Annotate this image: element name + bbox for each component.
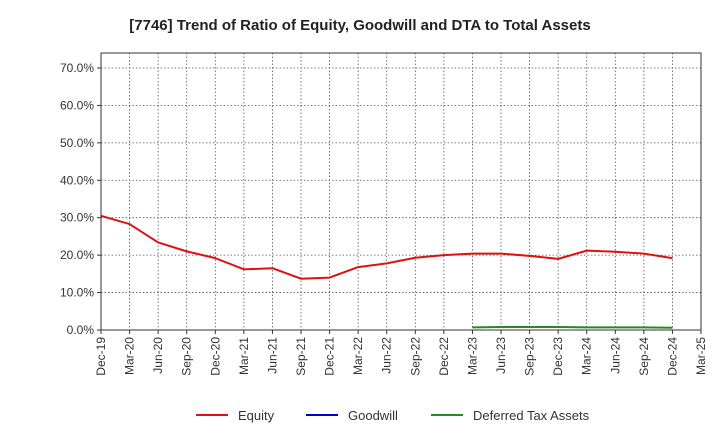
x-tick-label: Mar-21 <box>237 337 251 375</box>
x-tick-label: Jun-22 <box>380 337 394 374</box>
x-tick-label: Mar-22 <box>351 337 365 375</box>
series-line-deferred-tax-assets <box>472 326 673 329</box>
y-axis: 0.0% 10.0% 20.0% 30.0% 40.0% 50.0% 60.0% 70.0% <box>60 61 101 337</box>
x-tick-label: Mar-23 <box>465 337 479 375</box>
series-layer <box>100 214 673 329</box>
x-tick-label: Dec-23 <box>551 337 565 376</box>
x-tick-label: Mar-24 <box>580 337 594 375</box>
x-tick-label: Sep-22 <box>408 337 422 376</box>
x-tick-label: Jun-21 <box>265 337 279 374</box>
x-tick-label: Dec-21 <box>323 337 337 376</box>
x-tick-label: Jun-20 <box>151 337 165 374</box>
x-tick-label: Dec-19 <box>94 337 108 376</box>
x-tick-label: Jun-24 <box>608 337 622 374</box>
y-tick-label: 10.0% <box>60 286 94 300</box>
x-tick-label: Sep-21 <box>294 337 308 376</box>
y-tick-label: 70.0% <box>60 61 94 75</box>
y-tick-label: 0.0% <box>67 323 95 337</box>
y-tick-label: 50.0% <box>60 136 94 150</box>
legend-label-deferred-tax-assets: Deferred Tax Assets <box>473 408 590 423</box>
x-tick-label: Dec-24 <box>665 337 679 376</box>
x-tick-label: Sep-20 <box>180 337 194 376</box>
x-axis: Dec-19 Mar-20 Jun-20 Sep-20 Dec-20 Mar-21 Jun-… <box>94 330 708 376</box>
x-tick-label: Sep-24 <box>637 337 651 376</box>
legend-label-equity: Equity <box>238 408 275 423</box>
x-tick-label: Jun-23 <box>494 337 508 374</box>
y-tick-label: 30.0% <box>60 211 94 225</box>
x-tick-label: Mar-25 <box>694 337 708 375</box>
x-tick-label: Dec-22 <box>437 337 451 376</box>
chart-title: [7746] Trend of Ratio of Equity, Goodwil… <box>129 17 590 34</box>
y-tick-label: 20.0% <box>60 248 94 262</box>
x-tick-label: Sep-23 <box>523 337 537 376</box>
x-tick-label: Mar-20 <box>123 337 137 375</box>
plot-frame <box>100 52 702 331</box>
y-tick-label: 60.0% <box>60 98 94 112</box>
legend-label-goodwill: Goodwill <box>348 408 398 423</box>
legend: Equity Goodwill Deferred Tax Assets <box>196 408 590 423</box>
x-tick-label: Dec-20 <box>208 337 222 376</box>
y-tick-label: 40.0% <box>60 173 94 187</box>
grid <box>100 53 702 331</box>
series-line-equity <box>100 214 673 280</box>
